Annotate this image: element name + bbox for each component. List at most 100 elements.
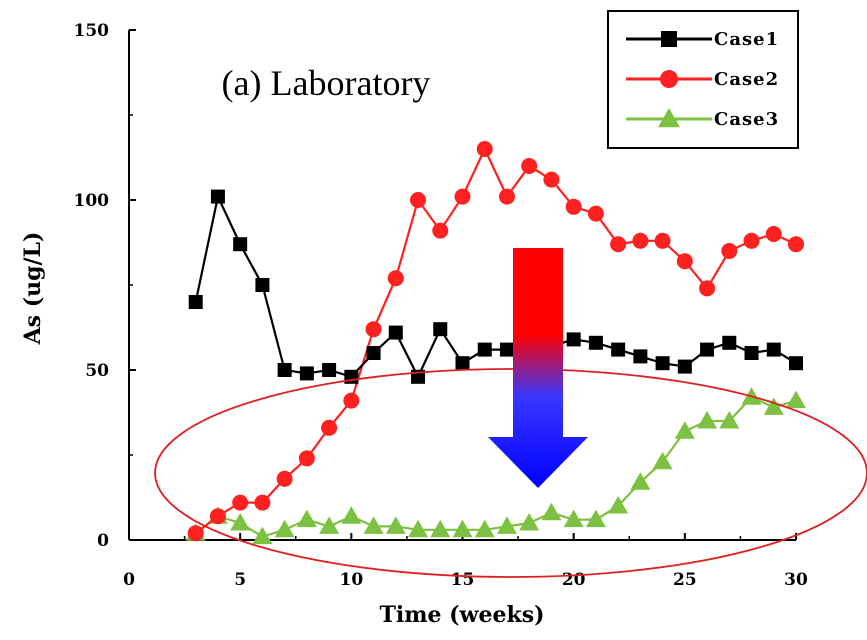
data-point — [476, 141, 493, 157]
data-point — [674, 421, 695, 439]
data-point — [187, 525, 204, 542]
data-point — [477, 342, 492, 357]
data-point — [719, 411, 740, 429]
data-point — [210, 189, 225, 204]
data-point — [232, 494, 249, 511]
legend: Case1 Case2 Case3 — [607, 10, 799, 149]
data-point — [660, 70, 678, 88]
data-point — [365, 321, 382, 338]
data-point — [788, 236, 804, 253]
data-point — [543, 171, 560, 188]
data-point — [587, 205, 604, 222]
x-tick-label: 5 — [234, 570, 246, 590]
data-point — [498, 188, 515, 205]
data-point — [766, 342, 781, 357]
y-tick-label: 50 — [85, 361, 109, 381]
series-case2 — [187, 141, 804, 542]
data-point — [188, 295, 203, 309]
data-point — [789, 356, 803, 371]
data-point — [743, 232, 760, 249]
data-point — [744, 346, 759, 360]
data-point — [652, 451, 673, 470]
series-line — [195, 395, 797, 538]
data-point — [430, 519, 451, 538]
data-point — [385, 516, 406, 534]
x-tick-label: 25 — [673, 570, 697, 590]
data-point — [654, 232, 671, 249]
data-point — [277, 363, 292, 377]
data-point — [274, 519, 295, 538]
data-point — [496, 516, 517, 534]
data-point — [566, 332, 581, 347]
legend-label: Case1 — [714, 29, 779, 50]
annotation-label: (a) Laboratory — [222, 63, 431, 103]
data-point — [521, 158, 538, 174]
data-point — [765, 226, 782, 242]
data-point — [585, 509, 606, 528]
legend-entry-case2: Case2 — [626, 69, 779, 90]
legend-entry-case3: Case3 — [626, 108, 778, 130]
data-point — [658, 108, 680, 128]
data-point — [299, 366, 314, 381]
data-point — [632, 232, 649, 249]
data-point — [563, 509, 584, 528]
y-axis-title: As (ug/L) — [20, 232, 46, 346]
data-point — [366, 346, 381, 360]
x-tick-label: 0 — [123, 570, 135, 590]
data-point — [763, 397, 784, 415]
data-point — [630, 472, 651, 490]
data-point — [676, 253, 693, 270]
data-point — [677, 359, 692, 374]
data-point — [611, 342, 626, 357]
data-point — [474, 519, 495, 538]
data-point — [432, 222, 449, 239]
data-point — [230, 513, 251, 531]
data-point — [700, 342, 715, 357]
data-point — [499, 342, 514, 357]
x-tick-label: 10 — [339, 570, 363, 590]
x-tick-label: 30 — [784, 570, 808, 590]
data-point — [452, 519, 473, 538]
annotation-box — [168, 48, 490, 116]
data-point — [209, 508, 226, 525]
data-point — [697, 411, 718, 429]
data-point — [341, 506, 362, 524]
data-point — [699, 280, 716, 297]
legend-label: Case2 — [714, 69, 779, 90]
x-tick-label: 20 — [562, 570, 586, 590]
series-line — [194, 193, 797, 380]
x-axis-title: Time (weeks) — [379, 602, 544, 628]
data-point — [721, 243, 738, 259]
data-point — [296, 509, 317, 528]
y-tick-label: 100 — [74, 191, 110, 211]
y-tick-label: 0 — [97, 531, 109, 551]
data-point — [519, 513, 540, 531]
data-point — [276, 470, 293, 487]
data-point — [610, 236, 627, 253]
data-point — [722, 335, 737, 350]
data-point — [454, 188, 471, 205]
data-point — [565, 198, 582, 215]
down-arrow-overlay — [488, 248, 588, 488]
data-point — [633, 349, 648, 364]
data-point — [387, 270, 404, 287]
data-point — [319, 516, 340, 534]
data-point — [233, 237, 248, 252]
data-point — [255, 278, 270, 292]
series-line — [195, 146, 797, 535]
data-point — [455, 356, 470, 371]
data-point — [588, 335, 603, 350]
data-point — [322, 363, 337, 377]
data-point — [661, 31, 677, 47]
data-point — [786, 390, 806, 409]
data-point — [433, 322, 448, 337]
y-tick-label: 150 — [74, 21, 110, 41]
x-tick-label: 15 — [451, 570, 475, 590]
data-point — [252, 526, 273, 545]
legend-entry-case1: Case1 — [626, 29, 779, 50]
data-point — [321, 419, 338, 436]
tick-labels: 0 5 10 15 20 25 30 0 50 100 150 — [74, 21, 808, 590]
data-point — [344, 369, 359, 384]
data-point — [655, 356, 670, 371]
